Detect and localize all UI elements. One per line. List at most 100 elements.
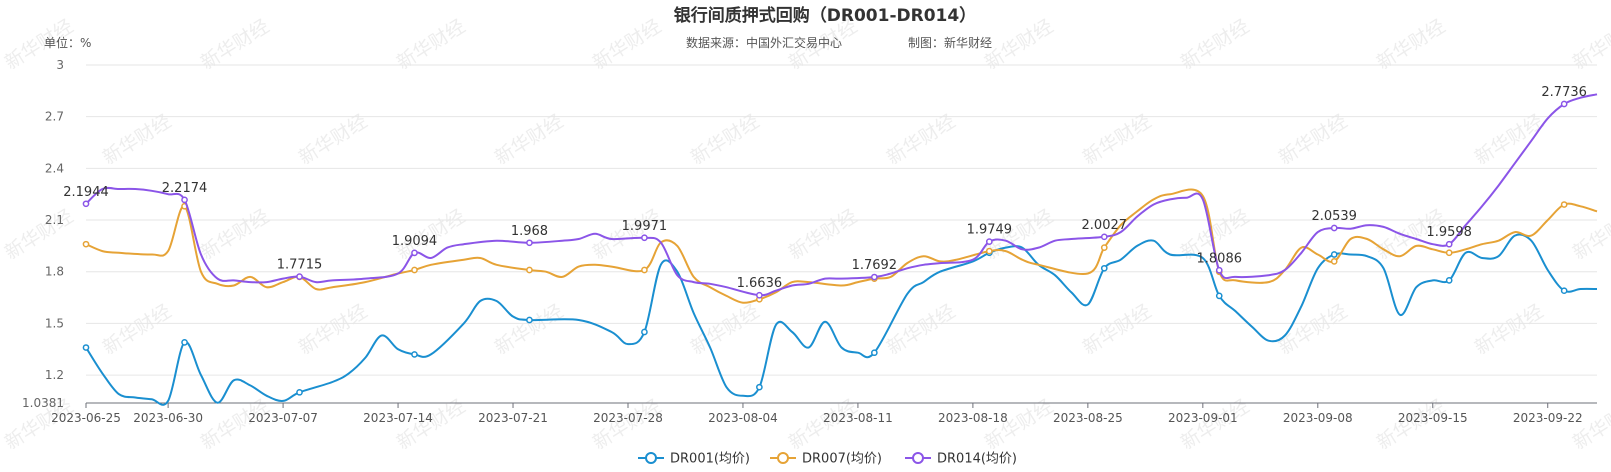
data-point xyxy=(181,196,188,204)
x-tick-label: 2023-08-25 xyxy=(1053,411,1123,425)
data-point xyxy=(1330,251,1338,258)
watermark-text: 新华财经 xyxy=(295,300,371,359)
watermark-text: 新华财经 xyxy=(1471,110,1547,169)
watermark-text: 新华财经 xyxy=(1569,205,1611,264)
watermark-text: 新华财经 xyxy=(1275,300,1351,359)
x-tick-label: 2023-06-30 xyxy=(133,411,203,425)
data-label: 1.9094 xyxy=(392,234,438,249)
x-tick-label: 2023-08-18 xyxy=(938,411,1008,425)
x-tick-label: 2023-07-07 xyxy=(248,411,318,425)
data-point xyxy=(641,266,648,274)
legend[interactable]: DR001(均价) DR007(均价) DR014(均价) xyxy=(638,452,1017,467)
watermark-text: 新华财经 xyxy=(1079,300,1155,359)
data-point xyxy=(82,200,90,208)
y-tick-label: 2.1 xyxy=(45,213,64,227)
x-tick-label: 2023-09-15 xyxy=(1398,411,1468,425)
data-point xyxy=(1100,233,1108,241)
y-tick-label: 2.4 xyxy=(45,161,64,175)
x-tick-label: 2023-07-28 xyxy=(593,411,663,425)
watermark-layer: 新华财经 新华财经 新华财经 新华财经 新华财经 新华财经 新华财经 新华财经 新华财经新华财经… xyxy=(1,15,1611,454)
watermark-text: 新华财经 xyxy=(491,300,567,359)
unit-label: 单位：% xyxy=(44,35,91,50)
data-point xyxy=(1445,240,1453,248)
watermark-text: 新华财经 xyxy=(687,300,763,359)
x-tick-label: 2023-08-04 xyxy=(708,411,778,425)
y-tick-label: 1.2 xyxy=(45,368,64,382)
watermark-text: 新华财经 xyxy=(1471,300,1547,359)
data-point xyxy=(1330,224,1338,232)
legend-item-label: DR001(均价) xyxy=(670,452,750,467)
y-tick-label: 2.7 xyxy=(45,110,64,124)
data-point xyxy=(82,240,90,248)
data-point xyxy=(1560,201,1568,208)
data-point xyxy=(985,247,993,255)
data-point xyxy=(985,238,993,245)
data-point xyxy=(526,239,533,247)
data-point xyxy=(1215,266,1223,274)
data-point xyxy=(1445,249,1453,257)
watermark-text: 新华财经 xyxy=(491,110,567,169)
data-point xyxy=(526,316,533,324)
watermark-text: 新华财经 xyxy=(1,205,77,264)
watermark-text: 新华财经 xyxy=(883,300,959,359)
watermark-text: 新华财经 xyxy=(197,205,273,264)
data-label: 2.2174 xyxy=(162,181,208,196)
watermark-text: 新华财经 xyxy=(99,300,175,359)
data-point xyxy=(641,234,648,242)
data-label: 1.9971 xyxy=(622,219,668,234)
data-label: 2.1944 xyxy=(63,185,109,200)
grid-lines xyxy=(86,64,1597,376)
x-tick-label: 2023-08-11 xyxy=(823,411,893,425)
watermark-text: 新华财经 xyxy=(883,110,959,169)
data-point xyxy=(1100,264,1108,272)
data-point xyxy=(296,388,303,396)
legend-item-label: DR014(均价) xyxy=(937,452,1017,467)
series-line-3 xyxy=(85,93,1598,297)
data-source: 数据来源：中国外汇交易中心 xyxy=(686,35,842,50)
x-tick-label: 2023-09-08 xyxy=(1283,411,1353,425)
data-point xyxy=(870,349,878,357)
data-point xyxy=(411,351,418,358)
data-point xyxy=(1560,287,1568,295)
data-label: 1.6636 xyxy=(737,276,783,291)
data-point xyxy=(870,273,878,281)
watermark-text: 新华财经 xyxy=(1079,110,1155,169)
data-point xyxy=(1445,277,1453,284)
data-point xyxy=(181,339,188,346)
series-layer xyxy=(82,93,1598,406)
series-line-1 xyxy=(85,233,1598,406)
data-point xyxy=(1215,292,1223,300)
data-point xyxy=(1560,100,1568,108)
data-label: 1.9598 xyxy=(1426,225,1472,240)
x-tick-label: 2023-06-25 xyxy=(51,411,121,425)
data-label: 2.0027 xyxy=(1082,218,1128,233)
data-label: 1.7692 xyxy=(852,258,898,273)
y-tick-label: 3 xyxy=(56,58,64,72)
watermark-text: 新华财经 xyxy=(295,110,371,169)
x-axis: 2023-06-25 2023-06-30 2023-07-07 2023-07-14… xyxy=(51,402,1597,425)
data-point xyxy=(411,266,418,274)
x-tick-label: 2023-09-01 xyxy=(1168,411,1238,425)
x-tick-label: 2023-07-14 xyxy=(363,411,433,425)
y-tick-label: 1.0381 xyxy=(22,396,64,410)
data-point xyxy=(1100,244,1108,251)
data-label: 2.7736 xyxy=(1541,85,1587,100)
legend-item-label: DR007(均价) xyxy=(802,452,882,467)
watermark-text: 新华财经 xyxy=(785,205,861,264)
chart-credit: 制图：新华财经 xyxy=(908,35,992,50)
data-labels: 2.1944 2.2174 1.7715 1.9094 1.968 1.9971 1.663… xyxy=(63,85,1587,291)
data-point xyxy=(296,273,303,280)
data-label: 2.0539 xyxy=(1311,209,1357,224)
legend-marker xyxy=(645,452,657,464)
watermark-text: 新华财经 xyxy=(1275,110,1351,169)
data-point xyxy=(756,383,763,391)
series-line-2 xyxy=(85,188,1598,304)
watermark-text: 新华财经 xyxy=(99,110,175,169)
data-point xyxy=(756,291,763,299)
data-label: 1.7715 xyxy=(277,258,323,273)
data-point xyxy=(641,328,648,336)
data-label: 1.968 xyxy=(511,224,548,239)
data-point xyxy=(1330,258,1338,265)
data-label: 1.8086 xyxy=(1197,251,1243,266)
